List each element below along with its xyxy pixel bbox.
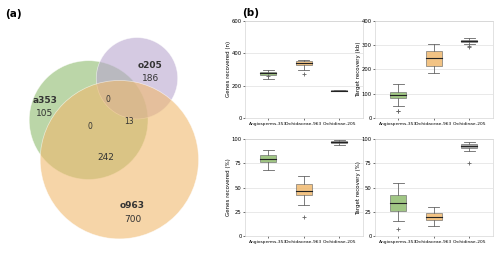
Bar [462,144,477,148]
Bar [462,40,477,42]
Bar [296,61,312,65]
Text: a353: a353 [32,96,57,105]
Text: 105: 105 [36,109,53,118]
Text: (b): (b) [242,8,260,18]
Text: 186: 186 [142,74,159,83]
Text: 0: 0 [106,95,111,104]
Text: 13: 13 [124,117,134,126]
Bar [390,92,406,98]
Bar [390,195,406,211]
Bar [332,141,347,143]
Text: 0: 0 [88,122,92,131]
Y-axis label: Genes recovered (%): Genes recovered (%) [226,159,231,216]
Circle shape [29,61,148,179]
Text: (a): (a) [5,9,21,19]
Bar [296,184,312,195]
Y-axis label: Target recovery (kb): Target recovery (kb) [356,42,361,97]
Bar [426,213,442,220]
Bar [260,155,276,162]
Circle shape [40,80,198,239]
Circle shape [96,38,178,119]
Text: 242: 242 [98,153,114,162]
Bar [260,72,276,75]
Y-axis label: Target recovery (%): Target recovery (%) [356,161,361,215]
Y-axis label: Genes recovered (n): Genes recovered (n) [226,41,231,97]
Text: o963: o963 [120,201,145,210]
Text: 700: 700 [124,215,141,224]
Bar [332,90,347,91]
Text: o205: o205 [138,61,162,70]
Bar [426,51,442,66]
